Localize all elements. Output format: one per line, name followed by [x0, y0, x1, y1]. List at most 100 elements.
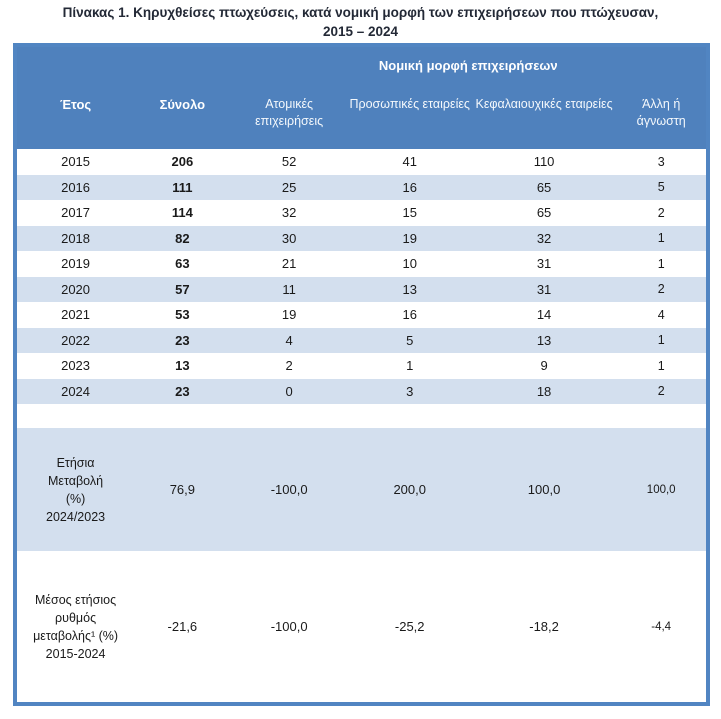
- average-change-row: Μέσος ετήσιος ρυθμός μεταβολής¹ (%) 2015…: [17, 551, 706, 702]
- sole-proprietorships-cell: 25: [281, 179, 297, 195]
- partnerships-cell: 13: [402, 281, 417, 297]
- other-unknown-cell: 1: [657, 231, 665, 246]
- capital-companies-cell: 110: [533, 154, 555, 170]
- other-unknown-cell: 3: [657, 154, 665, 169]
- total-cell: 23: [175, 383, 190, 399]
- partnerships-cell: 1: [406, 358, 414, 374]
- other-unknown-cell: 2: [657, 282, 665, 297]
- sole-proprietorships-cell: 19: [281, 307, 297, 323]
- total-cell: 206: [171, 154, 194, 170]
- year-cell: 2018: [61, 230, 91, 246]
- annual-change-capital-companies: 100,0: [527, 482, 561, 497]
- sole-proprietorships-cell: 2: [285, 358, 293, 374]
- annual-change-other-unknown: 100,0: [646, 483, 676, 496]
- total-cell: 13: [175, 358, 190, 374]
- annual-change-label-line1: Ετήσια: [56, 455, 95, 470]
- year-cell: 2023: [61, 358, 91, 374]
- average-change-label-line3: μεταβολής¹ (%): [33, 628, 119, 643]
- year-cell: 2024: [61, 383, 91, 399]
- group-header-row: Νομική μορφή επιχειρήσεων: [17, 47, 706, 87]
- spacer-row: [17, 404, 706, 428]
- column-header-year: Έτος: [59, 97, 92, 112]
- table-row-2016: 2016 111 25 16 65 5: [17, 174, 706, 200]
- capital-companies-cell: 13: [536, 332, 552, 348]
- column-header-sole-proprietorships: Ατομικές επιχειρήσεις: [255, 97, 324, 128]
- sole-proprietorships-cell: 11: [282, 281, 296, 297]
- partnerships-cell: 16: [402, 307, 417, 323]
- average-change-other-unknown: -4,4: [651, 620, 672, 633]
- partnerships-cell: 10: [402, 256, 417, 272]
- year-cell: 2020: [61, 281, 91, 297]
- bankruptcies-table: Νομική μορφή επιχειρήσεων Έτος Σύνολο Ατ…: [13, 43, 710, 706]
- annual-change-label-line2: Μεταβολή: [48, 473, 104, 488]
- other-unknown-cell: 5: [657, 180, 665, 195]
- annual-change-sole-proprietorships: -100,0: [270, 482, 308, 497]
- year-cell: 2015: [61, 154, 91, 170]
- other-unknown-cell: 1: [657, 333, 665, 348]
- column-header-total: Σύνολο: [159, 97, 206, 112]
- capital-companies-cell: 65: [536, 205, 552, 221]
- table-title: Πίνακας 1. Κηρυχθείσες πτωχεύσεις, κατά …: [0, 0, 721, 41]
- year-cell: 2016: [61, 179, 91, 195]
- annual-change-label: Ετήσια Μεταβολή (%) 2024/2023: [17, 454, 134, 526]
- capital-companies-cell: 18: [536, 383, 552, 399]
- table-row-2015: 2015 206 52 41 110 3: [17, 149, 706, 175]
- table-title-line1: Πίνακας 1. Κηρυχθείσες πτωχεύσεις, κατά …: [62, 5, 659, 20]
- capital-companies-cell: 14: [536, 307, 552, 323]
- average-change-label: Μέσος ετήσιος ρυθμός μεταβολής¹ (%) 2015…: [17, 591, 134, 663]
- sole-proprietorships-cell: 32: [281, 205, 297, 221]
- capital-companies-cell: 9: [540, 358, 548, 374]
- group-header-label: Νομική μορφή επιχειρήσεων: [378, 57, 558, 73]
- table-row-2023: 2023 13 2 1 9 1: [17, 353, 706, 379]
- capital-companies-cell: 31: [536, 281, 552, 297]
- partnerships-cell: 19: [402, 230, 417, 246]
- average-change-label-line1: Μέσος ετήσιος: [35, 592, 117, 607]
- other-unknown-cell: 2: [657, 384, 665, 399]
- table-header: Νομική μορφή επιχειρήσεων Έτος Σύνολο Ατ…: [17, 47, 706, 149]
- column-header-other-unknown: Άλλη ή άγνωστη: [636, 97, 686, 128]
- capital-companies-cell: 65: [536, 179, 552, 195]
- average-change-label-line2: ρυθμός: [55, 610, 97, 625]
- other-unknown-cell: 1: [657, 256, 665, 271]
- column-header-partnerships: Προσωπικές εταιρείες: [349, 97, 470, 111]
- sole-proprietorships-cell: 0: [285, 383, 293, 399]
- annual-change-row: Ετήσια Μεταβολή (%) 2024/2023 76,9 -100,…: [17, 428, 706, 551]
- total-cell: 23: [175, 332, 190, 348]
- partnerships-cell: 5: [406, 332, 414, 348]
- table-row-2024: 2024 23 0 3 18 2: [17, 378, 706, 404]
- partnerships-cell: 41: [402, 154, 417, 170]
- column-header-row: Έτος Σύνολο Ατομικές επιχειρήσεις Προσωπ…: [17, 87, 706, 149]
- table-row-2021: 2021 53 19 16 14 4: [17, 302, 706, 328]
- average-change-sole-proprietorships: -100,0: [270, 619, 308, 634]
- table-row-2022: 2022 23 4 5 13 1: [17, 327, 706, 353]
- capital-companies-cell: 31: [536, 256, 552, 272]
- annual-change-label-line4: 2024/2023: [46, 509, 106, 524]
- total-cell: 82: [175, 230, 190, 246]
- capital-companies-cell: 32: [536, 230, 552, 246]
- total-cell: 111: [172, 179, 193, 195]
- annual-change-total: 76,9: [169, 482, 195, 497]
- sole-proprietorships-cell: 21: [281, 256, 297, 272]
- sole-proprietorships-cell: 30: [281, 230, 297, 246]
- table-row-2019: 2019 63 21 10 31 1: [17, 251, 706, 277]
- partnerships-cell: 16: [402, 179, 417, 195]
- other-unknown-cell: 2: [657, 205, 665, 220]
- average-change-label-line4: 2015-2024: [45, 646, 106, 661]
- annual-change-label-line3: (%): [65, 491, 86, 506]
- year-cell: 2019: [61, 256, 91, 272]
- year-cell: 2021: [61, 307, 91, 323]
- average-change-capital-companies: -18,2: [529, 619, 559, 634]
- total-cell: 63: [175, 256, 190, 272]
- average-change-total: -21,6: [167, 619, 198, 634]
- partnerships-cell: 15: [402, 205, 417, 221]
- table-body: 2015 206 52 41 110 3 2016 111 25 16 65 5…: [17, 149, 706, 404]
- total-cell: 114: [171, 205, 193, 221]
- table-row-2018: 2018 82 30 19 32 1: [17, 225, 706, 251]
- year-cell: 2017: [61, 205, 91, 221]
- table-row-2020: 2020 57 11 13 31 2: [17, 276, 706, 302]
- other-unknown-cell: 4: [657, 307, 665, 322]
- table-row-2017: 2017 114 32 15 65 2: [17, 200, 706, 226]
- partnerships-cell: 3: [406, 383, 414, 399]
- sole-proprietorships-cell: 52: [281, 154, 297, 170]
